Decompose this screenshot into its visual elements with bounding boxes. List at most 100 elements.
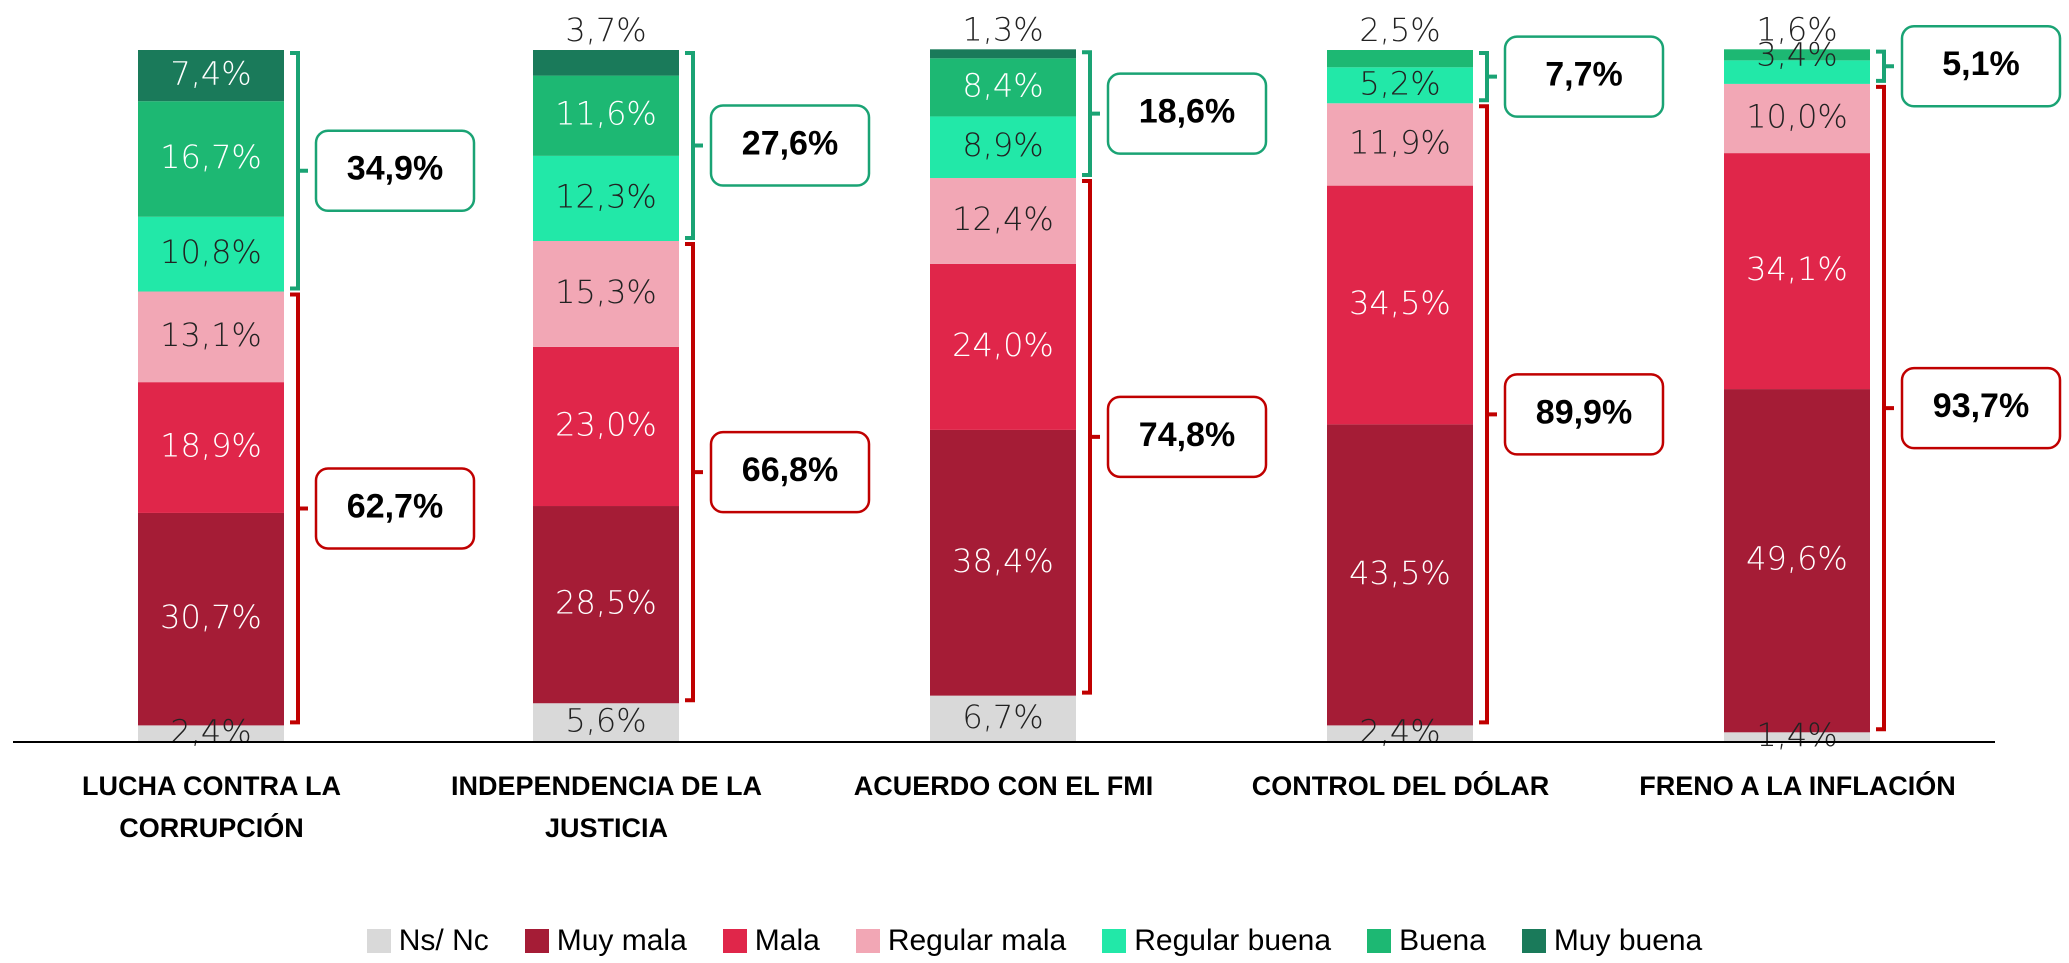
- value-label: 2,4%: [1359, 713, 1440, 751]
- bar-segment: [533, 240, 679, 347]
- bar-segment: [533, 75, 679, 156]
- value-label: 28,5%: [555, 584, 657, 622]
- total-box: [1503, 35, 1665, 118]
- bar-segment: [533, 703, 679, 742]
- bar-segment: [1327, 725, 1473, 742]
- legend-swatch: [855, 929, 880, 953]
- value-label: 34,5%: [1349, 284, 1451, 322]
- value-label: 30,7%: [160, 598, 262, 636]
- value-label: 1,4%: [1756, 716, 1837, 754]
- value-label: 12,4%: [952, 200, 1054, 238]
- bar-segment: [138, 50, 284, 102]
- value-label: 3,7%: [565, 11, 646, 49]
- bar-segment: [138, 291, 284, 383]
- legend-label: Muy buena: [1553, 924, 1703, 957]
- value-label: 11,6%: [555, 95, 657, 133]
- legend-swatch: [1367, 929, 1392, 953]
- legend: Ns/ Nc Muy mala Mala Regular mala Regular bu…: [0, 924, 2069, 958]
- legend-item: Ns/ Nc: [366, 924, 489, 958]
- total-label: 27,6%: [742, 124, 838, 162]
- value-label: 34,1%: [1746, 250, 1848, 288]
- value-label: 2,5%: [1359, 11, 1440, 49]
- value-label: 2,4%: [170, 713, 251, 751]
- bracket: [685, 241, 703, 703]
- value-label: 7,4%: [170, 55, 251, 93]
- x-tick-label: ACUERDO CON EL FMI: [853, 771, 1154, 801]
- value-label: 38,4%: [952, 542, 1054, 580]
- value-label: 49,6%: [1746, 540, 1848, 578]
- value-label: 1,3%: [962, 10, 1043, 48]
- total-label: 18,6%: [1139, 93, 1235, 131]
- bar-segment: [930, 178, 1076, 264]
- bracket: [1479, 51, 1497, 103]
- bar-segment: [1327, 50, 1473, 68]
- bracket: [685, 51, 703, 240]
- total-label: 5,1%: [1942, 45, 2020, 83]
- bracket: [290, 51, 308, 291]
- legend-item: Regular mala: [855, 924, 1067, 958]
- total-box: [1106, 72, 1268, 155]
- legend-swatch: [1102, 929, 1127, 953]
- value-label: 6,7%: [962, 698, 1043, 736]
- total-label: 62,7%: [347, 487, 443, 525]
- total-label: 34,9%: [347, 150, 443, 188]
- legend-item: Buena: [1367, 924, 1486, 958]
- total-box: [709, 430, 871, 514]
- legend-label: Regular mala: [887, 924, 1067, 957]
- legend-swatch: [366, 929, 391, 953]
- bracket: [290, 292, 308, 725]
- total-label: 89,9%: [1536, 393, 1632, 431]
- x-tick-label: CONTROL DEL DÓLAR: [1251, 771, 1550, 801]
- total-box: [1503, 373, 1665, 456]
- bracket: [1082, 50, 1100, 178]
- value-label: 12,3%: [555, 177, 657, 215]
- bar-segment: [1724, 389, 1870, 733]
- x-tick-label: LUCHA CONTRA LA CORRUPCIÓN: [82, 771, 341, 843]
- bar-segment: [533, 346, 679, 507]
- value-label: 24,0%: [952, 326, 1054, 364]
- bar-segment: [1327, 424, 1473, 726]
- value-label: 8,4%: [962, 66, 1043, 104]
- value-label: 10,8%: [160, 233, 262, 271]
- bar-segment: [138, 512, 284, 726]
- legend-item: Mala: [722, 924, 820, 958]
- bar-segment: [533, 506, 679, 704]
- bar-segment: [930, 695, 1076, 742]
- legend-swatch: [1521, 929, 1546, 953]
- value-label: 10,0%: [1746, 98, 1848, 136]
- legend-label: Ns/ Nc: [398, 924, 489, 957]
- total-label: 74,8%: [1139, 416, 1235, 454]
- value-label: 13,1%: [160, 316, 262, 354]
- bar-segment: [138, 101, 284, 217]
- legend-swatch: [524, 929, 549, 953]
- bracket: [1082, 179, 1100, 695]
- bar-segment: [138, 382, 284, 513]
- total-box: [1106, 395, 1268, 479]
- total-box: [1900, 25, 2062, 108]
- legend-item: Muy buena: [1521, 924, 1703, 958]
- bracket: [1876, 49, 1894, 83]
- value-label: 11,9%: [1349, 123, 1451, 161]
- total-box: [709, 104, 871, 187]
- bar-segment: [1724, 60, 1870, 84]
- x-tick-label: INDEPENDENCIA DE LA JUSTICIA: [450, 771, 763, 843]
- total-label: 66,8%: [742, 451, 838, 489]
- value-label: 3,4%: [1756, 35, 1837, 73]
- bar-segment: [1724, 83, 1870, 154]
- bar-segment: [1327, 67, 1473, 104]
- total-label: 93,7%: [1933, 387, 2029, 425]
- bar-segment: [138, 725, 284, 742]
- bar-segment: [533, 50, 679, 76]
- legend-swatch: [722, 929, 747, 953]
- bar-segment: [930, 58, 1076, 117]
- bracket: [1876, 84, 1894, 732]
- legend-label: Muy mala: [556, 924, 687, 957]
- value-label: 5,2%: [1359, 64, 1440, 102]
- value-label: 16,7%: [160, 138, 262, 176]
- bar-segment: [138, 216, 284, 292]
- bar-segment: [930, 116, 1076, 179]
- bar-segment: [1327, 103, 1473, 186]
- x-tick-label: FRENO A LA INFLACIÓN: [1639, 771, 1956, 801]
